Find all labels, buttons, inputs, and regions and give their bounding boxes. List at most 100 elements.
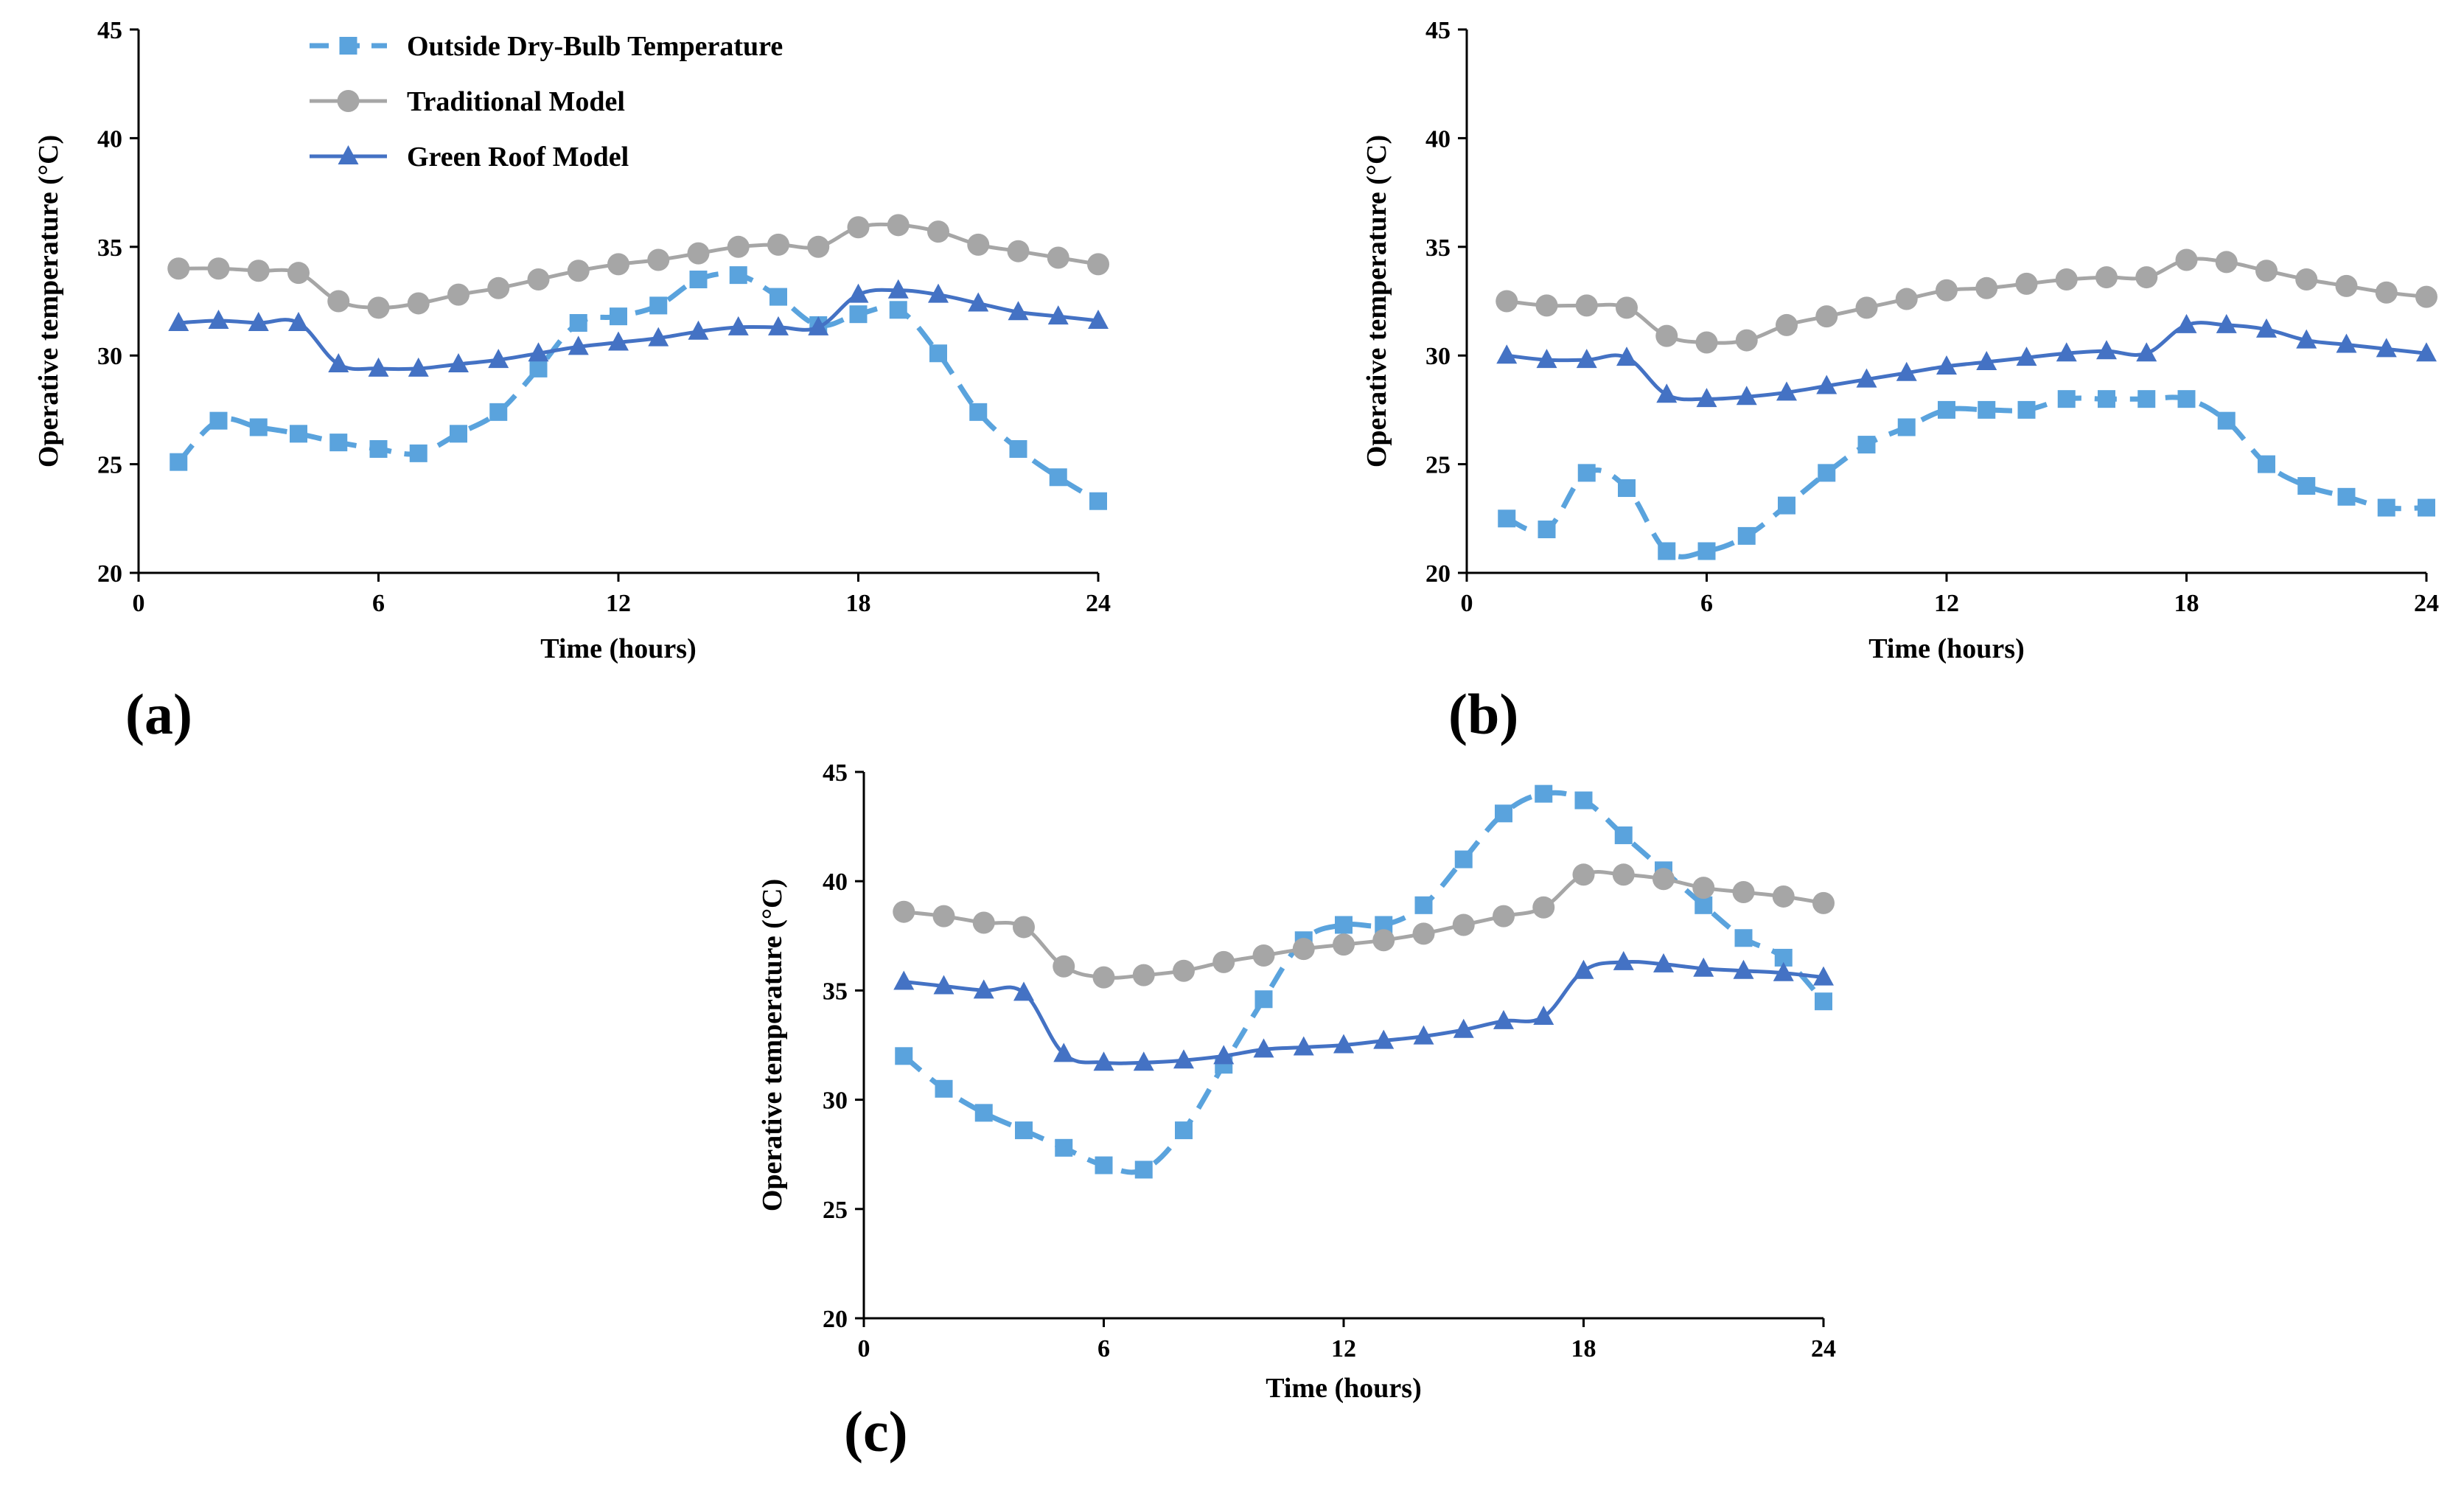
data-point-traditional: [2255, 260, 2278, 282]
data-point-outside: [170, 453, 188, 471]
data-point-traditional: [1292, 938, 1315, 961]
data-point-traditional: [1575, 294, 1598, 317]
data-point-outside: [769, 288, 787, 306]
data-point-green_roof: [1213, 1045, 1235, 1065]
data-point-outside: [1737, 526, 1756, 545]
data-point-traditional: [2015, 272, 2038, 295]
data-point-traditional: [1372, 929, 1395, 952]
data-point-traditional: [1013, 916, 1035, 939]
data-point-outside: [290, 425, 307, 443]
data-point-green_roof: [448, 352, 469, 372]
data-point-traditional: [847, 216, 870, 239]
x-tick-label: 24: [1086, 590, 1111, 617]
data-point-outside: [1938, 400, 1955, 419]
data-point-traditional: [1132, 964, 1155, 986]
data-point-outside: [329, 434, 348, 452]
data-point-green_roof: [648, 327, 669, 347]
data-point-outside: [929, 344, 947, 363]
y-tick-label: 45: [1425, 17, 1451, 44]
x-tick-label: 0: [1461, 590, 1473, 617]
data-point-green_roof: [1013, 981, 1034, 1001]
y-tick-label: 20: [823, 1306, 848, 1333]
series-green_roof: [893, 950, 1834, 1071]
legend-marker-outside: [339, 37, 357, 55]
legend-label-outside: Outside Dry-Bulb Temperature: [407, 31, 783, 62]
data-point-outside: [369, 439, 388, 458]
y-tick-label: 20: [1425, 560, 1451, 588]
data-point-green_roof: [1656, 383, 1678, 403]
x-tick-label: 6: [1700, 590, 1713, 617]
x-tick-label: 6: [372, 590, 385, 617]
data-point-green_roof: [1696, 388, 1717, 408]
data-point-traditional: [1252, 944, 1275, 967]
data-point-green_roof: [1616, 347, 1637, 366]
y-tick-label: 30: [823, 1087, 848, 1115]
data-point-outside: [1454, 850, 1473, 869]
y-axis-title: Operative temperature (°C): [1361, 135, 1392, 467]
data-point-outside: [1978, 400, 1996, 419]
data-point-green_roof: [608, 331, 629, 351]
data-point-green_roof: [1896, 361, 1917, 381]
y-tick-label: 25: [97, 452, 122, 479]
x-tick-label: 0: [858, 1335, 870, 1363]
y-axis-title: Operative temperature (°C): [757, 879, 788, 1211]
data-point-traditional: [247, 260, 270, 282]
data-point-outside: [1577, 464, 1596, 482]
data-point-green_roof: [2296, 329, 2317, 349]
data-point-green_roof: [727, 316, 749, 335]
data-point-green_roof: [1373, 1029, 1395, 1049]
data-point-outside: [1414, 896, 1433, 914]
data-point-traditional: [1532, 896, 1555, 919]
series-traditional: [1495, 248, 2437, 354]
data-point-traditional: [647, 248, 670, 271]
series-line-outside: [902, 790, 1826, 1175]
series-traditional: [893, 863, 1835, 989]
y-tick-label: 30: [1425, 343, 1451, 370]
data-point-traditional: [893, 900, 915, 923]
data-point-traditional: [767, 233, 789, 256]
data-point-green_roof: [1776, 381, 1797, 401]
legend-item-traditional: Traditional Model: [310, 86, 625, 117]
data-point-traditional: [1053, 955, 1075, 978]
data-point-green_roof: [1293, 1036, 1314, 1056]
data-point-green_roof: [568, 335, 589, 355]
y-tick-label: 40: [823, 869, 848, 896]
data-point-outside: [2217, 411, 2236, 430]
data-point-traditional: [2055, 268, 2078, 291]
data-point-outside: [1697, 542, 1716, 560]
data-point-traditional: [1173, 959, 1195, 982]
y-axis-title: Operative temperature (°C): [33, 135, 64, 467]
data-point-traditional: [487, 276, 510, 299]
data-point-green_roof: [2016, 347, 2037, 366]
data-point-green_roof: [1453, 1018, 1474, 1038]
series-traditional: [167, 214, 1109, 319]
data-point-outside: [2017, 400, 2036, 419]
data-point-green_roof: [1653, 953, 1674, 972]
data-point-green_roof: [1813, 966, 1834, 986]
data-point-outside: [1089, 492, 1107, 510]
data-point-traditional: [1612, 863, 1635, 886]
legend-marker-traditional: [337, 90, 360, 112]
data-point-traditional: [1493, 905, 1515, 928]
data-point-green_roof: [488, 349, 509, 369]
y-tick-label: 40: [1425, 125, 1451, 153]
data-point-outside: [1614, 826, 1633, 844]
data-point-traditional: [932, 905, 955, 928]
data-point-green_roof: [2136, 342, 2157, 362]
data-point-traditional: [1333, 933, 1355, 956]
data-point-traditional: [687, 242, 710, 265]
data-point-traditional: [1616, 296, 1638, 319]
data-point-traditional: [2375, 281, 2398, 304]
series-line-traditional: [1507, 257, 2427, 345]
data-point-traditional: [1495, 290, 1518, 313]
data-point-green_roof: [848, 283, 869, 303]
data-point-outside: [1618, 479, 1636, 498]
data-point-outside: [1574, 791, 1593, 810]
data-point-green_roof: [1413, 1025, 1434, 1045]
data-point-traditional: [1776, 313, 1798, 336]
data-point-outside: [1335, 916, 1353, 934]
y-tick-label: 30: [97, 343, 122, 370]
data-point-green_roof: [1533, 1005, 1554, 1025]
data-point-traditional: [1895, 288, 1918, 310]
data-point-traditional: [967, 233, 990, 256]
